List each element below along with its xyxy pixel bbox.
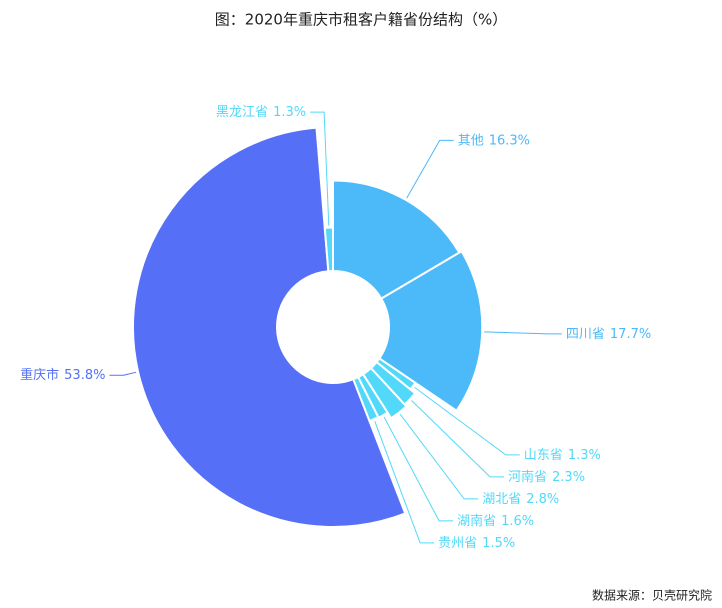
value-label: 1.6% [501, 513, 534, 528]
category-label: 湖北省 [482, 491, 521, 506]
category-label: 重庆市 [20, 367, 59, 383]
category-label: 其他 [458, 133, 484, 148]
data-label: 山东省 1.3% [524, 447, 601, 462]
leader-line [383, 416, 454, 522]
category-label: 河南省 [508, 468, 547, 484]
category-label: 黑龙江省 [216, 105, 268, 120]
category-label: 湖南省 [457, 512, 496, 528]
data-label: 重庆市 53.8% [20, 367, 105, 383]
leader-line [414, 386, 520, 456]
value-label: 1.5% [482, 535, 515, 550]
value-label: 53.8% [64, 368, 105, 383]
leader-line [411, 400, 505, 478]
leader-line [374, 420, 435, 544]
slice [132, 126, 407, 528]
data-label: 河南省 2.3% [508, 468, 585, 484]
leader-line [310, 111, 330, 226]
value-label: 17.7% [610, 326, 651, 341]
leader-line [406, 139, 454, 199]
leader-line [399, 413, 479, 500]
source: 数据来源：贝壳研究院 [592, 588, 712, 603]
chart-title: 图：2020年重庆市租客户籍省份结构（%） [215, 11, 507, 29]
data-label: 其他 16.3% [458, 133, 530, 148]
data-label: 黑龙江省 1.3% [216, 105, 306, 120]
value-label: 16.3% [489, 133, 530, 148]
value-label: 2.8% [526, 491, 559, 506]
leader-line [109, 371, 137, 376]
value-label: 1.3% [568, 447, 601, 462]
category-label: 四川省 [566, 326, 605, 341]
category-label: 山东省 [524, 447, 563, 462]
data-label: 湖南省 1.6% [457, 512, 534, 528]
data-label: 湖北省 2.8% [482, 491, 559, 506]
slice [332, 179, 461, 300]
leader-line [484, 331, 562, 335]
category-label: 贵州省 [438, 535, 477, 550]
data-label: 四川省 17.7% [566, 326, 651, 341]
value-label: 1.3% [273, 105, 306, 120]
slice [323, 226, 334, 273]
data-label: 贵州省 1.5% [438, 535, 515, 550]
value-label: 2.3% [552, 469, 585, 484]
slice [377, 249, 484, 413]
